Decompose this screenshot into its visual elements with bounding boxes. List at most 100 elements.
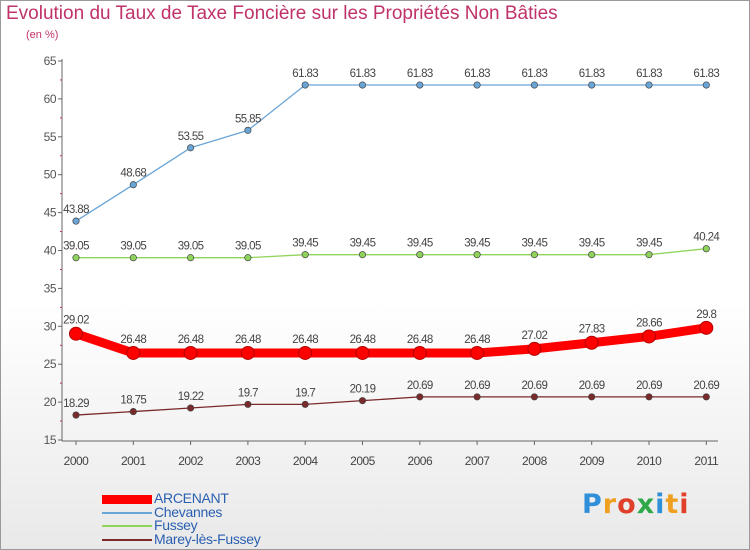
data-point <box>702 81 710 89</box>
y-tick-label: 50 <box>44 168 57 182</box>
data-label: 40.24 <box>693 232 720 244</box>
data-point <box>129 254 137 262</box>
data-label: 55.85 <box>235 113 261 125</box>
data-label: 39.45 <box>407 238 433 250</box>
data-point <box>187 144 195 152</box>
data-label: 39.45 <box>292 238 318 250</box>
data-point <box>298 345 313 360</box>
data-label: 26.48 <box>178 334 204 346</box>
data-point <box>702 393 710 401</box>
data-label: 20.69 <box>464 380 490 392</box>
y-tick-label: 15 <box>44 433 57 447</box>
x-tick-label: 2005 <box>350 454 376 468</box>
data-point <box>301 251 309 259</box>
data-label: 27.02 <box>522 330 548 342</box>
data-label: 20.69 <box>407 380 433 392</box>
data-label: 26.48 <box>464 334 490 346</box>
x-tick-label: 2007 <box>465 454 491 468</box>
legend-label: Fussey <box>154 517 198 533</box>
data-label: 61.83 <box>292 68 318 80</box>
x-tick-label: 2000 <box>64 454 90 468</box>
data-point <box>588 393 596 401</box>
y-tick-label: 35 <box>44 281 57 295</box>
data-point <box>416 81 424 89</box>
data-label: 39.05 <box>120 241 146 253</box>
logo-letter: x <box>636 489 656 520</box>
x-tick-label: 2011 <box>694 454 719 468</box>
data-point <box>244 126 252 134</box>
data-label: 26.48 <box>292 334 318 346</box>
data-label: 61.83 <box>464 68 490 80</box>
data-point <box>530 393 538 401</box>
series-line-chevannes <box>75 84 707 222</box>
data-label: 39.05 <box>178 241 204 253</box>
x-tick-label: 2002 <box>178 454 204 468</box>
data-point <box>699 320 714 335</box>
series-fussey: 39.05 39.05 39.05 39.05 39.45 39.45 39.45 39.45… <box>63 232 721 262</box>
logo-letter: P <box>582 489 603 520</box>
legend-label: ARCENANT <box>154 490 229 506</box>
data-label: 29.8 <box>696 309 716 321</box>
data-point <box>416 393 424 401</box>
data-point <box>187 254 195 262</box>
data-label: 61.83 <box>350 68 376 80</box>
data-point <box>530 81 538 89</box>
data-label: 18.75 <box>120 395 146 407</box>
data-label: 29.02 <box>63 315 89 327</box>
series-line-marey-l-s-fussey <box>75 396 707 416</box>
data-point <box>244 400 252 408</box>
data-label: 61.83 <box>407 68 433 80</box>
y-unit-label: (en %) <box>26 29 59 41</box>
legend-label: Chevannes <box>154 503 223 520</box>
data-label: 19.22 <box>178 391 204 403</box>
data-label: 39.45 <box>464 238 490 250</box>
y-tick-label: 65 <box>44 54 57 68</box>
data-point <box>355 345 370 360</box>
data-point <box>642 329 656 344</box>
y-tick-label: 60 <box>44 92 57 106</box>
data-point <box>72 217 80 225</box>
data-point <box>412 345 427 360</box>
data-point <box>645 393 653 401</box>
legend-swatch <box>102 511 152 514</box>
data-label: 53.55 <box>178 131 204 143</box>
data-point <box>126 345 141 360</box>
legend-swatch <box>102 495 152 504</box>
data-label: 20.69 <box>693 380 719 392</box>
data-point <box>129 181 137 189</box>
logo-letter: t <box>665 489 680 520</box>
data-label: 39.45 <box>579 238 605 250</box>
data-label: 26.48 <box>235 334 261 346</box>
data-label: 43.88 <box>63 204 89 216</box>
series-chevannes: 43.88 48.68 53.55 55.85 61.83 61.83 61.83 61.83… <box>63 68 720 225</box>
logo-letter: i <box>679 489 690 520</box>
legend-label: Marey-lès-Fussey <box>154 530 261 547</box>
x-tick-label: 2008 <box>522 454 548 468</box>
data-label: 39.45 <box>522 238 548 250</box>
legend-swatch <box>102 525 152 527</box>
data-point <box>358 81 367 89</box>
x-tick-label: 2004 <box>293 454 319 468</box>
data-point <box>72 254 80 262</box>
logo-letter: i <box>655 489 666 520</box>
proxiti-logo: Proxiti <box>582 489 690 520</box>
x-tick-label: 2003 <box>236 454 262 468</box>
data-label: 61.83 <box>693 68 719 80</box>
x-tick-label: 2010 <box>637 454 663 468</box>
logo-letter: o <box>617 489 637 520</box>
data-label: 20.19 <box>350 384 376 396</box>
data-point <box>645 251 653 259</box>
data-point <box>301 400 309 408</box>
y-tick-label: 20 <box>44 395 57 409</box>
y-tick-label: 30 <box>44 319 57 333</box>
data-label: 20.69 <box>522 380 548 392</box>
data-point <box>588 81 596 89</box>
data-label: 39.45 <box>350 238 376 250</box>
data-label: 26.48 <box>407 334 433 346</box>
data-point <box>473 251 481 259</box>
series-arcenant: 29.02 26.48 26.48 26.48 26.48 26.48 26.48 26.48… <box>63 309 717 360</box>
data-label: 61.83 <box>636 68 662 80</box>
logo-letter: r <box>602 489 618 520</box>
data-label: 19.7 <box>295 387 315 399</box>
